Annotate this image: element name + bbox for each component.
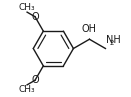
- Text: O: O: [31, 75, 39, 85]
- Text: CH₃: CH₃: [18, 85, 35, 94]
- Text: O: O: [31, 12, 39, 22]
- Text: CH₃: CH₃: [18, 3, 35, 12]
- Text: NH: NH: [106, 35, 121, 45]
- Text: 2: 2: [110, 39, 114, 45]
- Text: OH: OH: [82, 24, 97, 34]
